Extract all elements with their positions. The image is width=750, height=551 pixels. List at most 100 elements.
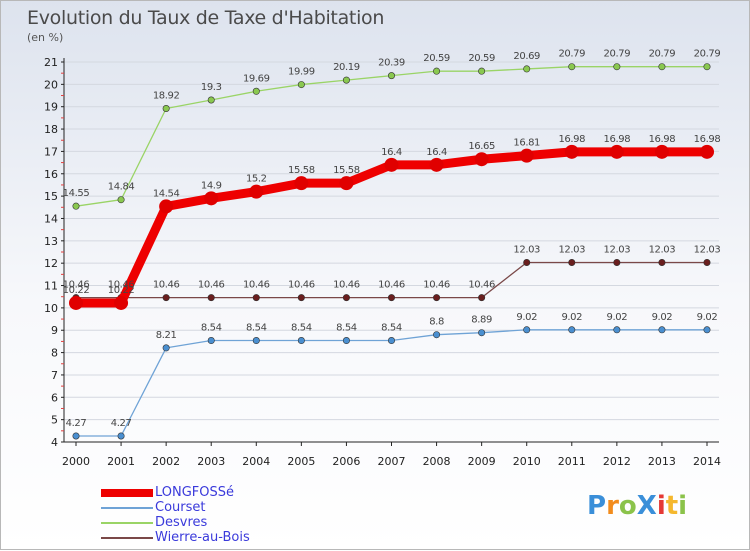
data-label: 4.27 [111,418,132,429]
x-tick-label: 2012 [603,455,631,468]
data-label: 19.99 [288,67,315,78]
legend-item: LONGFOSSé [101,485,250,500]
data-point [478,294,486,302]
data-point [523,326,531,334]
data-label: 20.19 [333,62,360,73]
legend-swatch [101,506,153,509]
data-label: 10.46 [378,280,405,291]
data-label: 16.98 [694,134,721,145]
legend-swatch [101,488,153,497]
logo-letter: r [606,491,619,521]
y-tick-label: 21 [44,56,58,69]
data-point [159,199,174,214]
data-label: 15.58 [288,165,315,176]
data-label: 16.98 [558,134,585,145]
data-label: 16.98 [604,134,631,145]
x-tick-label: 2002 [152,455,180,468]
data-point [162,294,170,302]
data-label: 9.02 [652,312,673,323]
data-point [387,72,395,80]
chart-subtitle: (en %) [27,31,64,44]
data-label: 10.46 [243,280,270,291]
data-label: 10.46 [288,280,315,291]
data-point [207,337,215,345]
data-point [433,331,441,339]
y-tick-label: 14 [44,212,58,225]
data-label: 20.69 [513,51,540,62]
legend-label: Courset [155,500,206,515]
data-label: 10.46 [198,280,225,291]
legend-item: Wierre-au-Bois [101,530,250,545]
data-point [613,259,621,267]
data-label: 10.46 [153,280,180,291]
data-label: 9.02 [561,312,582,323]
data-point [519,148,534,163]
y-tick-label: 15 [44,190,58,203]
y-tick-label: 10 [44,302,58,315]
logo-letter: i [678,491,688,521]
data-point [297,294,305,302]
chart-title: Evolution du Taux de Taxe d'Habitation [27,7,385,29]
y-tick-label: 17 [44,145,58,158]
data-point [564,144,579,159]
data-label: 16.4 [426,147,447,158]
data-point [433,67,441,75]
data-label: 12.03 [649,245,676,256]
data-label: 8.54 [246,323,267,334]
data-label: 16.81 [513,138,540,149]
logo-letter: i [656,491,666,521]
x-tick-label: 2005 [287,455,315,468]
data-point [658,326,666,334]
data-point [478,329,486,337]
data-point [204,191,219,206]
legend-label: Desvres [155,515,208,530]
data-label: 10.46 [108,280,135,291]
data-point [294,176,309,191]
y-tick-label: 5 [51,414,58,427]
data-label: 12.03 [604,245,631,256]
data-point [613,63,621,71]
data-point [69,295,83,310]
data-label: 8.8 [429,317,444,328]
data-label: 20.79 [558,49,585,60]
data-point [252,294,260,302]
data-label: 20.79 [604,49,631,60]
data-label: 16.98 [649,134,676,145]
data-point [162,104,170,112]
data-label: 20.39 [378,58,405,69]
data-label: 9.02 [697,312,718,323]
data-label: 10.46 [468,280,495,291]
data-point [342,294,350,302]
data-label: 18.92 [153,90,180,101]
data-point [297,81,305,89]
data-label: 14.55 [63,188,90,199]
data-point [387,337,395,345]
data-label: 16.4 [381,147,402,158]
data-point [478,67,486,75]
data-point [523,65,531,73]
data-label: 8.54 [381,323,402,334]
chart-legend: LONGFOSSé Courset Desvres Wierre-au-Bois [101,485,250,545]
legend-label: Wierre-au-Bois [155,530,250,545]
data-point [252,87,260,95]
data-label: 14.84 [108,182,135,193]
y-tick-label: 9 [51,324,58,337]
data-point [433,294,441,302]
y-tick-label: 13 [44,235,58,248]
y-tick-label: 16 [44,168,58,181]
x-tick-label: 2010 [513,455,541,468]
data-label: 19.3 [201,82,222,93]
y-tick-label: 6 [51,391,58,404]
x-tick-label: 2001 [107,455,135,468]
data-point [252,337,260,345]
y-tick-label: 20 [44,78,58,91]
data-point [474,152,489,167]
data-point [114,295,129,310]
data-point [387,294,395,302]
x-tick-label: 2007 [378,455,406,468]
data-label: 8.21 [156,330,177,341]
data-label: 8.54 [336,323,357,334]
legend-swatch [101,521,153,524]
proxiti-logo: ProXiti [587,491,687,521]
